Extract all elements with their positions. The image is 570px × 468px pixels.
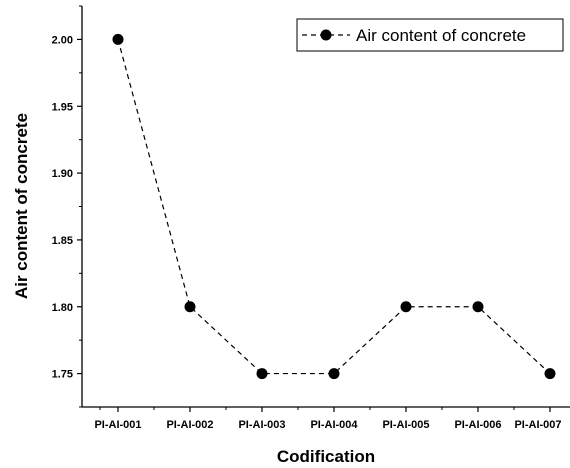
x-axis-title: Codification <box>277 447 375 466</box>
data-point <box>112 33 124 45</box>
series <box>112 33 556 380</box>
x-tick-label: PI-AI-002 <box>166 419 213 431</box>
data-point <box>328 368 340 380</box>
x-tick-label: PI-AI-003 <box>238 419 285 431</box>
data-point <box>256 368 268 380</box>
x-tick-label: PI-AI-001 <box>94 419 141 431</box>
y-tick-label: 1.90 <box>52 168 73 180</box>
x-ticks: PI-AI-001 PI-AI-002 PI-AI-003 PI-AI-004 PI-A… <box>94 407 562 431</box>
y-tick-label: 2.00 <box>52 34 73 46</box>
x-tick-label: PI-AI-005 <box>382 419 429 431</box>
y-axis-title: Air content of concrete <box>12 113 31 299</box>
y-tick-label: 1.85 <box>52 235 73 247</box>
series-line <box>117 39 551 375</box>
y-tick-label: 1.75 <box>52 369 73 381</box>
y-tick-label: 1.80 <box>52 302 73 314</box>
legend-marker <box>320 29 332 41</box>
data-point <box>544 368 556 380</box>
x-tick-label: PI-AI-007 <box>514 419 561 431</box>
legend-label: Air content of concrete <box>356 26 526 45</box>
x-tick-label: PI-AI-006 <box>454 419 501 431</box>
legend: Air content of concrete <box>296 18 564 52</box>
data-point <box>184 301 196 313</box>
axes <box>81 6 570 408</box>
data-point <box>472 301 484 313</box>
x-tick-label: PI-AI-004 <box>310 419 358 431</box>
data-point <box>400 301 412 313</box>
y-tick-label: 1.95 <box>52 101 73 113</box>
y-ticks: 1.75 1.80 1.85 1.90 1.95 2.00 <box>52 5 82 408</box>
